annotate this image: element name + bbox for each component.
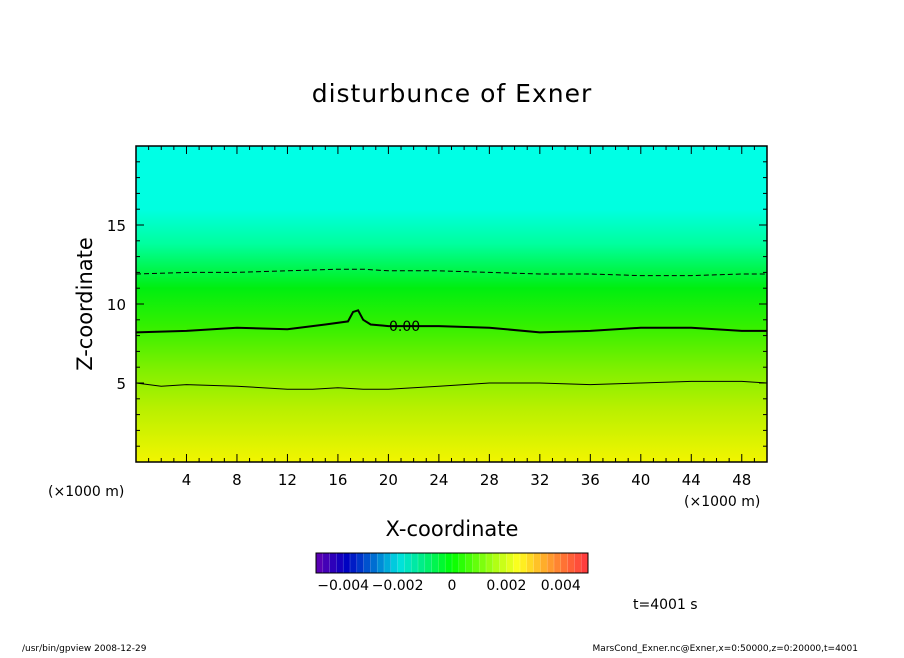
chart-title: disturbunce of Exner (312, 79, 593, 108)
colorbar-swatch (384, 553, 392, 573)
colorbar-tick-label: 0.004 (541, 578, 581, 594)
colorbar-swatch (479, 553, 487, 573)
x-tick-label: 12 (278, 471, 297, 489)
y-tick-label: 15 (107, 217, 126, 235)
y-tick-label: 10 (107, 296, 126, 314)
colorbar-swatch (581, 553, 589, 573)
colorbar-swatch (533, 553, 541, 573)
colorbar-swatch (418, 553, 426, 573)
colorbar-swatch (445, 553, 453, 573)
colorbar-swatch (499, 553, 507, 573)
colorbar-swatch (472, 553, 480, 573)
x-tick-label: 20 (379, 471, 398, 489)
colorbar-swatch (458, 553, 466, 573)
colorbar-swatch (363, 553, 371, 573)
colorbar-frame (315, 552, 589, 574)
colorbar-swatch (547, 553, 555, 573)
colorbar-swatch (540, 553, 548, 573)
colorbar-swatch (452, 553, 460, 573)
x-unit-right: (×1000 m) (684, 494, 760, 510)
colorbar-swatch (343, 553, 351, 573)
colorbar-swatch (486, 553, 494, 573)
colorbar-swatch (560, 553, 568, 573)
colorbar-swatch (370, 553, 378, 573)
y-tick-label: 5 (116, 375, 126, 393)
colorbar-swatch (574, 553, 582, 573)
colorbar: −0.004 −0.002 0 0.002 0.004 (315, 552, 589, 594)
colorbar-swatch (492, 553, 500, 573)
colorbar-swatch (438, 553, 446, 573)
colorbar-swatch (554, 553, 562, 573)
contour-line-dashed (136, 268, 767, 277)
x-tick-label: 48 (732, 471, 751, 489)
colorbar-swatch (567, 553, 575, 573)
colorbar-tick-label: 0.002 (486, 578, 526, 594)
colorbar-tick-label: −0.002 (372, 578, 424, 594)
x-tick-label: 28 (480, 471, 499, 489)
colorbar-swatch (513, 553, 521, 573)
x-tick-label: 4 (182, 471, 192, 489)
colorbar-swatch (520, 553, 528, 573)
heatmap-field (136, 146, 767, 462)
contour-lines (136, 268, 767, 390)
colorbar-swatch (506, 553, 514, 573)
colorbar-swatch (526, 553, 534, 573)
colorbar-swatch (465, 553, 473, 573)
x-tick-label: 36 (581, 471, 600, 489)
colorbar-swatch (377, 553, 385, 573)
colorbar-swatch (316, 553, 324, 573)
x-tick-label: 32 (530, 471, 549, 489)
x-tick-label: 40 (631, 471, 650, 489)
colorbar-tick-label: −0.004 (317, 578, 369, 594)
y-axis-title: Z-coordinate (73, 237, 97, 371)
colorbar-swatch (431, 553, 439, 573)
colorbar-swatch (424, 553, 432, 573)
colorbar-swatch (336, 553, 344, 573)
colorbar-swatch (350, 553, 358, 573)
contour-line-solid-thin (136, 380, 767, 390)
x-axis-title: X-coordinate (386, 517, 519, 541)
footer-left: /usr/bin/gpview 2008-12-29 (22, 644, 147, 654)
x-unit-left: (×1000 m) (48, 484, 124, 500)
colorbar-swatch (390, 553, 398, 573)
contour-label: 0.00 (389, 319, 420, 335)
colorbar-swatch (322, 553, 330, 573)
contour-line-solid-thick (136, 309, 767, 334)
x-tick-label: 24 (429, 471, 448, 489)
time-label: t=4001 s (633, 597, 698, 613)
colorbar-swatch (329, 553, 337, 573)
x-tick-label: 8 (232, 471, 242, 489)
colorbar-swatch (411, 553, 419, 573)
colorbar-swatch (356, 553, 364, 573)
x-tick-label: 44 (682, 471, 701, 489)
x-tick-label: 16 (328, 471, 347, 489)
footer-right: MarsCond_Exner.nc@Exner,x=0:50000,z=0:20… (593, 644, 858, 654)
colorbar-swatch (397, 553, 405, 573)
colorbar-swatch (404, 553, 412, 573)
colorbar-tick-label: 0 (448, 578, 457, 594)
